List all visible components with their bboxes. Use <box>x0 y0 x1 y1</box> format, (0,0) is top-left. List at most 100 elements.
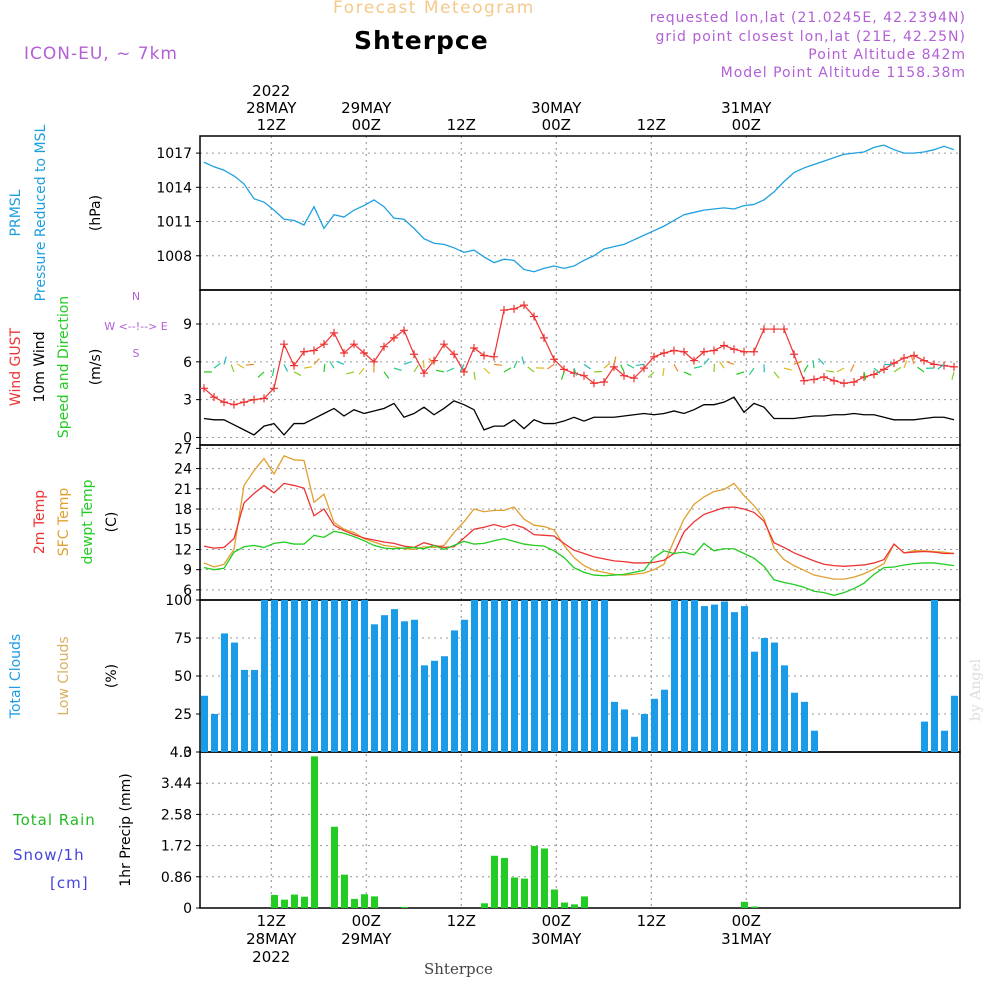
dewpt-label: dewpt Temp <box>80 479 96 564</box>
top-time-label: 00Z <box>352 116 381 134</box>
gust-point <box>780 325 788 334</box>
total-cloud-bar <box>761 638 768 752</box>
gust-point <box>790 350 798 359</box>
gust-point <box>940 361 948 370</box>
wind-direction-arrow <box>818 358 825 365</box>
rain-bar <box>491 855 498 908</box>
gust-point <box>280 340 288 349</box>
y-tick-label: 1008 <box>156 249 192 265</box>
wind-direction-arrow <box>560 371 565 380</box>
wind-direction-arrow <box>223 356 227 365</box>
total-cloud-bar <box>531 600 538 752</box>
total-cloud-bar <box>651 698 658 752</box>
total-cloud-bar <box>321 600 328 752</box>
total-cloud-bar <box>351 600 358 752</box>
total-cloud-bar <box>381 615 388 752</box>
point-altitude: Point Altitude 842m <box>808 47 966 63</box>
compass-east-west: W <--!--> E <box>104 320 168 333</box>
snow-unit-legend: [cm] <box>50 874 89 892</box>
y-tick-label: 2.58 <box>161 807 192 823</box>
total-cloud-bar <box>211 714 218 752</box>
panel-frame <box>199 751 961 909</box>
y-tick-label: 1017 <box>156 146 192 162</box>
top-time-label: 2022 <box>252 82 290 100</box>
bottom-time-label: 2022 <box>252 948 290 966</box>
wind-direction-arrow <box>613 356 617 365</box>
gust-series <box>203 304 955 406</box>
pressure-unit: (hPa) <box>88 195 104 231</box>
gust-point <box>580 371 588 380</box>
gust-point <box>400 326 408 335</box>
wind-direction-arrow <box>313 358 320 365</box>
total-cloud-bar <box>581 600 588 752</box>
wind-direction-arrow <box>893 367 902 373</box>
rain-bar <box>541 848 548 908</box>
y-tick-label: 9 <box>183 563 192 579</box>
total-cloud-bar <box>941 730 948 752</box>
top-time-label: 12Z <box>447 116 476 134</box>
panel-frame <box>199 135 961 291</box>
gust-point <box>650 352 658 361</box>
gust-point <box>730 345 738 354</box>
top-time-label: 29MAY <box>341 99 392 117</box>
total-cloud-bar <box>201 695 208 752</box>
gust-point <box>350 340 358 349</box>
direction-label: Speed and Direction <box>56 296 72 438</box>
bottom-time-label: 00Z <box>542 912 571 930</box>
gust-point <box>550 355 558 364</box>
wind-direction-arrow <box>635 363 645 367</box>
total-cloud-bar <box>461 619 468 752</box>
wind-direction-arrow <box>748 367 755 376</box>
gust-point <box>770 325 778 334</box>
gust-point <box>750 347 758 356</box>
y-tick-label: 18 <box>174 502 192 518</box>
total-cloud-bar <box>931 600 938 752</box>
total-cloud-bar <box>421 665 428 752</box>
top-time-label: 28MAY <box>246 99 297 117</box>
gust-point <box>480 351 488 360</box>
compass-south: S <box>133 347 140 360</box>
wind-direction-arrow <box>436 369 445 373</box>
wind-direction-arrow <box>358 367 365 375</box>
rain-bar <box>551 889 558 908</box>
bottom-time-label: 00Z <box>732 912 761 930</box>
wind-direction-arrow <box>911 356 915 365</box>
gust-point <box>600 377 608 386</box>
bottom-time-label: 12Z <box>447 912 476 930</box>
bottom-time-label: 31MAY <box>721 930 772 948</box>
low-clouds-label: Low Clouds <box>56 636 72 715</box>
top-time-label: 30MAY <box>531 99 582 117</box>
wind-direction-arrow <box>719 361 725 369</box>
total-cloud-bar <box>641 714 648 752</box>
wind-direction-arrow <box>213 362 221 369</box>
rain-bar <box>571 904 578 908</box>
gust-point <box>520 301 528 310</box>
bottom-time-label: 30MAY <box>531 930 582 948</box>
wind-direction-arrow <box>336 360 345 365</box>
y-tick-label: 15 <box>174 522 192 538</box>
gust-point <box>420 369 428 378</box>
wind-direction-arrow <box>583 363 591 370</box>
rain-bar <box>401 906 408 908</box>
total-cloud-bar <box>781 665 788 752</box>
rain-bar <box>291 894 298 908</box>
y-tick-label: 0 <box>183 430 192 446</box>
y-tick-label: 6 <box>183 355 192 371</box>
rain-bar <box>741 901 748 908</box>
gust-point <box>250 395 258 404</box>
wind-direction-arrow <box>293 371 302 377</box>
y-tick-label: 0 <box>183 901 192 917</box>
wind-direction-arrow <box>917 366 925 373</box>
grid-point-coords: grid point closest lon,lat (21E, 42.25N) <box>655 29 966 45</box>
gust-point <box>290 361 298 370</box>
total-cloud-bar <box>481 600 488 752</box>
model-altitude: Model Point Altitude 1158.38m <box>720 65 966 81</box>
bottom-time-label: 28MAY <box>246 930 297 948</box>
gust-point <box>260 394 268 403</box>
y-tick-label: 0 <box>183 745 192 761</box>
temp-unit: (C) <box>104 512 120 533</box>
y-tick-label: 25 <box>174 707 192 723</box>
total-cloud-bar <box>801 701 808 752</box>
gust-point <box>460 367 468 376</box>
gust-point <box>690 356 698 365</box>
